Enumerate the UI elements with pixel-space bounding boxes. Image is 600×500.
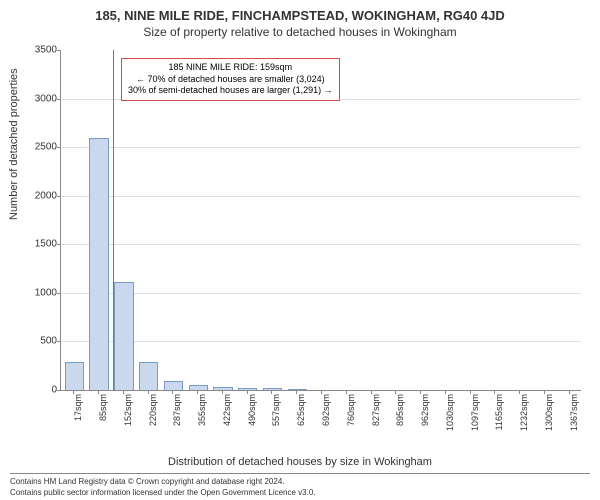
x-tick-label: 422sqm — [222, 390, 232, 426]
y-tick-mark — [57, 244, 61, 245]
histogram-bar — [238, 388, 257, 390]
histogram-bar — [89, 138, 108, 390]
histogram-bar — [213, 387, 232, 390]
y-tick-mark — [57, 196, 61, 197]
y-tick-label: 1500 — [17, 239, 61, 250]
x-tick-mark — [395, 390, 396, 394]
x-tick-mark — [346, 390, 347, 394]
annotation-line-3: 30% of semi-detached houses are larger (… — [128, 85, 333, 97]
y-tick-mark — [57, 99, 61, 100]
x-tick-mark — [321, 390, 322, 394]
x-tick-label: 85sqm — [98, 390, 108, 421]
y-tick-label: 3000 — [17, 93, 61, 104]
x-tick-mark — [123, 390, 124, 394]
x-tick-label: 220sqm — [148, 390, 158, 426]
gridline — [61, 147, 581, 148]
y-tick-label: 500 — [17, 336, 61, 347]
property-marker-line — [113, 50, 114, 390]
footer-line-2: Contains public sector information licen… — [10, 488, 590, 498]
y-tick-mark — [57, 341, 61, 342]
y-tick-mark — [57, 50, 61, 51]
x-tick-label: 1097sqm — [470, 390, 480, 431]
y-tick-label: 1000 — [17, 287, 61, 298]
x-tick-mark — [569, 390, 570, 394]
chart-title-main: 185, NINE MILE RIDE, FINCHAMPSTEAD, WOKI… — [0, 0, 600, 23]
x-tick-label: 1367sqm — [569, 390, 579, 431]
x-tick-label: 692sqm — [321, 390, 331, 426]
chart-plot-area: 050010001500200025003000350017sqm85sqm15… — [60, 50, 581, 391]
y-tick-label: 3500 — [17, 45, 61, 56]
x-tick-label: 827sqm — [371, 390, 381, 426]
gridline — [61, 244, 581, 245]
gridline — [61, 341, 581, 342]
x-tick-mark — [247, 390, 248, 394]
y-tick-mark — [57, 147, 61, 148]
x-tick-mark — [544, 390, 545, 394]
x-tick-label: 1232sqm — [519, 390, 529, 431]
y-tick-label: 2500 — [17, 142, 61, 153]
annotation-box: 185 NINE MILE RIDE: 159sqm← 70% of detac… — [121, 58, 340, 101]
annotation-line-1: 185 NINE MILE RIDE: 159sqm — [128, 62, 333, 74]
annotation-line-2: ← 70% of detached houses are smaller (3,… — [128, 74, 333, 86]
histogram-bar — [288, 389, 307, 390]
footer-line-1: Contains HM Land Registry data © Crown c… — [10, 477, 590, 487]
x-tick-mark — [73, 390, 74, 394]
x-tick-mark — [445, 390, 446, 394]
footer-attribution: Contains HM Land Registry data © Crown c… — [10, 473, 590, 498]
x-tick-label: 895sqm — [395, 390, 405, 426]
y-tick-label: 0 — [17, 385, 61, 396]
x-tick-mark — [148, 390, 149, 394]
gridline — [61, 293, 581, 294]
x-tick-mark — [172, 390, 173, 394]
x-tick-mark — [98, 390, 99, 394]
x-tick-label: 1165sqm — [494, 390, 504, 430]
gridline — [61, 196, 581, 197]
y-tick-label: 2000 — [17, 190, 61, 201]
x-tick-label: 1030sqm — [445, 390, 455, 431]
x-axis-label: Distribution of detached houses by size … — [0, 456, 600, 468]
histogram-bar — [164, 381, 183, 390]
histogram-bar — [189, 385, 208, 390]
x-tick-label: 962sqm — [420, 390, 430, 426]
x-tick-label: 625sqm — [296, 390, 306, 426]
histogram-bar — [139, 362, 158, 390]
x-tick-mark — [222, 390, 223, 394]
chart-title-sub: Size of property relative to detached ho… — [0, 23, 600, 39]
x-tick-label: 490sqm — [247, 390, 257, 426]
x-tick-label: 557sqm — [271, 390, 281, 426]
histogram-bar — [263, 388, 282, 390]
x-tick-mark — [494, 390, 495, 394]
x-tick-mark — [271, 390, 272, 394]
x-tick-mark — [197, 390, 198, 394]
x-tick-mark — [519, 390, 520, 394]
y-tick-mark — [57, 390, 61, 391]
x-tick-label: 355sqm — [197, 390, 207, 426]
x-tick-mark — [420, 390, 421, 394]
histogram-bar — [114, 282, 133, 390]
x-tick-label: 152sqm — [123, 390, 133, 426]
x-tick-label: 287sqm — [172, 390, 182, 426]
x-tick-label: 1300sqm — [544, 390, 554, 431]
x-tick-mark — [371, 390, 372, 394]
x-tick-mark — [470, 390, 471, 394]
x-tick-label: 17sqm — [73, 390, 83, 421]
histogram-bar — [65, 362, 84, 390]
y-tick-mark — [57, 293, 61, 294]
x-tick-mark — [296, 390, 297, 394]
x-tick-label: 760sqm — [346, 390, 356, 426]
